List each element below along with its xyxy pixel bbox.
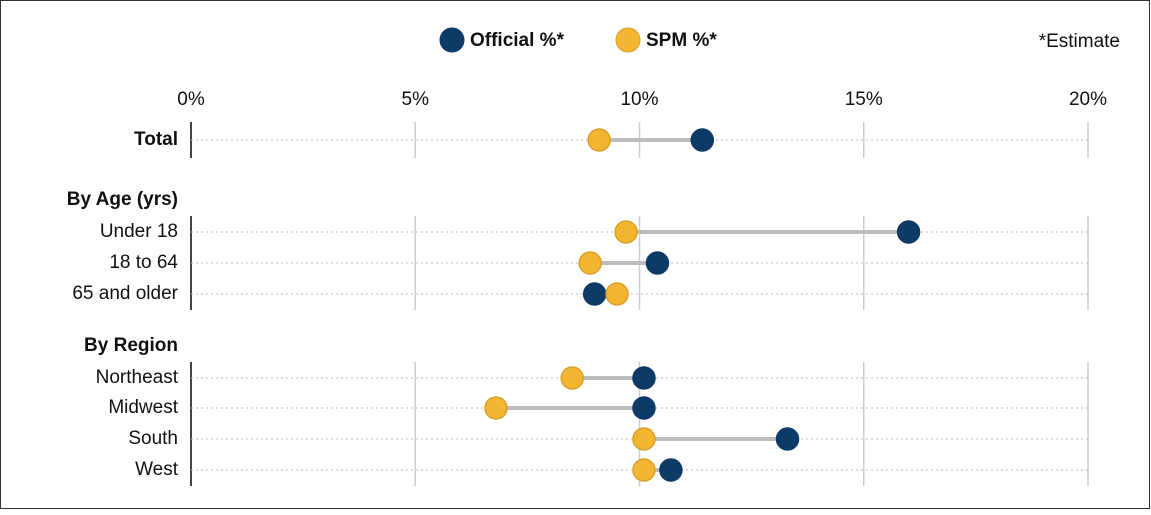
- dot: [578, 251, 602, 275]
- category-label: 65 and older: [72, 283, 178, 304]
- category-label: Total: [134, 129, 178, 150]
- dot: [632, 366, 656, 390]
- dot: [659, 458, 683, 482]
- dot: [645, 251, 670, 275]
- legend-marker: [439, 27, 465, 53]
- dot: [484, 396, 508, 420]
- dot: [896, 220, 921, 244]
- x-tick-label: 20%: [1069, 89, 1107, 110]
- x-tick-label: 10%: [620, 89, 658, 110]
- legend-label: SPM %*: [646, 30, 717, 51]
- category-label: West: [135, 459, 179, 480]
- category-label: Under 18: [100, 221, 178, 242]
- group-label: By Region: [84, 335, 178, 356]
- dot: [560, 366, 584, 390]
- category-label: South: [128, 428, 178, 449]
- x-tick-label: 5%: [402, 89, 430, 110]
- group-label: By Age (yrs): [67, 189, 178, 210]
- dot: [632, 458, 656, 482]
- category-label: Northeast: [96, 367, 179, 388]
- legend-label: Official %*: [470, 30, 565, 51]
- legend-marker: [615, 27, 641, 53]
- category-label: Midwest: [108, 397, 178, 418]
- dot: [775, 427, 800, 451]
- x-tick-label: 0%: [177, 89, 205, 110]
- annotation: *Estimate: [1039, 31, 1120, 52]
- dot: [614, 220, 638, 244]
- dot: [690, 128, 715, 152]
- dot: [582, 282, 607, 306]
- dot: [605, 282, 629, 306]
- dot: [632, 396, 656, 420]
- category-label: 18 to 64: [109, 252, 178, 273]
- x-tick-label: 15%: [845, 89, 883, 110]
- dot: [587, 128, 611, 152]
- dot: [632, 427, 656, 451]
